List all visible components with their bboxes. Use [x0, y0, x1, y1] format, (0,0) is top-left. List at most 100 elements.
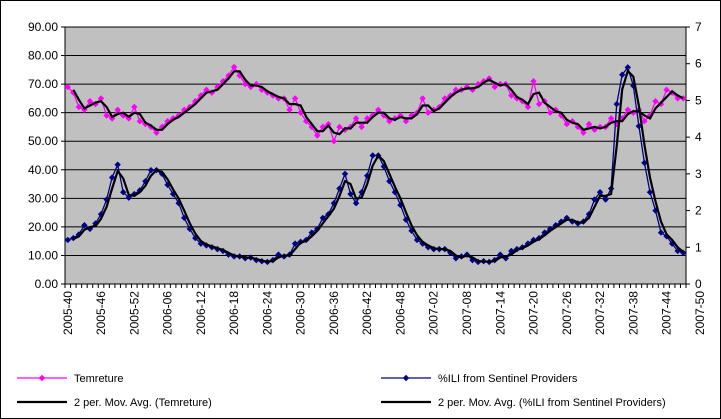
right-tick-label: 7	[695, 20, 702, 34]
data-point-temperature	[242, 80, 249, 88]
data-point-temperature	[153, 129, 160, 136]
x-tick-label: 2005-52	[127, 291, 141, 335]
data-point-temperature	[624, 106, 631, 114]
data-point-temperature	[197, 92, 205, 99]
left-tick-label: 60.00	[28, 106, 58, 120]
legend: Temreture %ILI from Sentinel Providers 2…	[17, 373, 666, 409]
data-point-temperature	[591, 126, 598, 133]
data-point-temperature	[596, 123, 604, 131]
data-point-temperature	[535, 100, 543, 108]
x-tick-label: 2006-24	[260, 291, 274, 335]
data-point-temperature	[513, 95, 521, 102]
left-tick-label: 70.00	[28, 77, 58, 91]
data-point-temperature	[674, 95, 681, 102]
legend-label-temperature: Temreture	[74, 373, 124, 385]
data-point-ili	[635, 122, 643, 130]
right-axis: 0 1 2 3 4 5 6 7	[685, 20, 702, 291]
data-point-temperature	[103, 112, 110, 119]
data-point-temperature	[358, 123, 365, 131]
data-point-ili	[619, 71, 626, 78]
grid	[65, 26, 686, 285]
right-tick-label: 4	[695, 130, 702, 144]
data-point-temperature	[585, 120, 593, 128]
left-tick-label: 90.00	[28, 20, 58, 34]
data-point-temperature	[336, 123, 343, 131]
data-point-temperature	[546, 109, 554, 116]
left-tick-label: 40.00	[28, 163, 58, 177]
x-tick-label: 2005-46	[94, 291, 108, 335]
data-point-ili	[197, 240, 205, 247]
data-point-temperature	[164, 118, 171, 125]
x-tick-label: 2007-32	[593, 291, 607, 335]
legend-label-ili-avg: 2 per. Mov. Avg. (%ILI from Sentinel Pro…	[438, 397, 666, 409]
data-point-temperature	[419, 95, 426, 102]
data-point-temperature	[530, 78, 537, 85]
data-point-temperature	[70, 89, 77, 96]
data-point-temperature	[524, 103, 532, 111]
data-point-temperature	[558, 112, 565, 119]
data-point-ili	[646, 189, 654, 196]
left-tick-label: 0.00	[35, 277, 59, 291]
moving-average-line-ili	[72, 69, 684, 263]
data-point-ili	[192, 234, 199, 242]
data-point-temperature	[574, 123, 582, 131]
data-point-ili	[352, 200, 360, 207]
data-point-temperature	[519, 98, 526, 105]
data-point-temperature	[86, 98, 94, 105]
data-point-temperature	[563, 120, 570, 128]
legend-marker-ili	[402, 374, 410, 382]
x-tick-label: 2006-42	[360, 291, 374, 335]
data-point-temperature	[652, 98, 659, 105]
legend-label-ili: %ILI from Sentinel Providers	[438, 373, 578, 385]
data-point-temperature	[375, 106, 382, 114]
data-point-temperature	[291, 95, 299, 102]
data-point-temperature	[114, 106, 121, 114]
x-tick-label: 2007-50	[693, 291, 707, 335]
legend-label-temperature-avg: 2 per. Mov. Avg. (Temreture)	[74, 397, 212, 409]
data-point-ili	[164, 181, 171, 189]
left-tick-label: 10.00	[28, 248, 58, 262]
data-point-temperature	[491, 83, 498, 91]
x-axis: 2005-40 2005-46 2005-52 2006-06 2006-12 2006-…	[61, 283, 707, 335]
x-tick-label: 2006-12	[194, 291, 208, 335]
x-tick-label: 2007-14	[493, 291, 507, 335]
moving-average-line-temperature	[72, 70, 684, 136]
x-tick-label: 2007-02	[427, 291, 441, 335]
data-point-ili	[81, 222, 88, 229]
legend-item-temperature-avg: 2 per. Mov. Avg. (Temreture)	[17, 397, 212, 409]
data-point-temperature	[236, 72, 243, 79]
data-point-temperature	[330, 138, 338, 145]
data-point-temperature	[580, 129, 587, 136]
data-point-temperature	[380, 112, 388, 119]
x-tick-label: 2006-18	[227, 291, 241, 335]
data-point-temperature	[613, 120, 620, 128]
data-point-temperature	[552, 106, 559, 114]
data-point-ili	[108, 174, 116, 181]
data-point-ili	[552, 222, 559, 229]
data-point-ili	[369, 152, 376, 159]
data-point-ili	[64, 236, 71, 244]
right-tick-label: 5	[695, 93, 702, 107]
data-point-ili	[668, 240, 676, 247]
data-point-ili	[114, 161, 121, 168]
data-point-ili	[97, 211, 105, 218]
legend-item-ili: %ILI from Sentinel Providers	[381, 373, 578, 385]
x-tick-label: 2007-20	[527, 291, 541, 335]
data-point-ili	[596, 189, 604, 196]
left-axis: 0.00 10.00 20.00 30.00 40.00 50.00 60.00 70.00 8…	[28, 20, 66, 291]
x-tick-label: 2006-06	[161, 291, 175, 335]
data-point-ili	[657, 229, 665, 236]
data-point-ili	[652, 207, 659, 214]
data-point-temperature	[64, 83, 71, 91]
data-point-ili	[120, 189, 127, 196]
data-point-temperature	[663, 86, 670, 94]
data-point-temperature	[402, 118, 410, 125]
right-tick-label: 6	[695, 57, 702, 71]
left-tick-label: 30.00	[28, 191, 58, 205]
data-point-ili	[591, 196, 598, 203]
x-tick-label: 2005-40	[61, 291, 75, 335]
x-tick-label: 2007-44	[660, 291, 674, 335]
data-point-temperature	[607, 115, 615, 122]
legend-item-ili-avg: 2 per. Mov. Avg. (%ILI from Sentinel Pro…	[381, 397, 666, 409]
data-point-temperature	[452, 86, 460, 94]
